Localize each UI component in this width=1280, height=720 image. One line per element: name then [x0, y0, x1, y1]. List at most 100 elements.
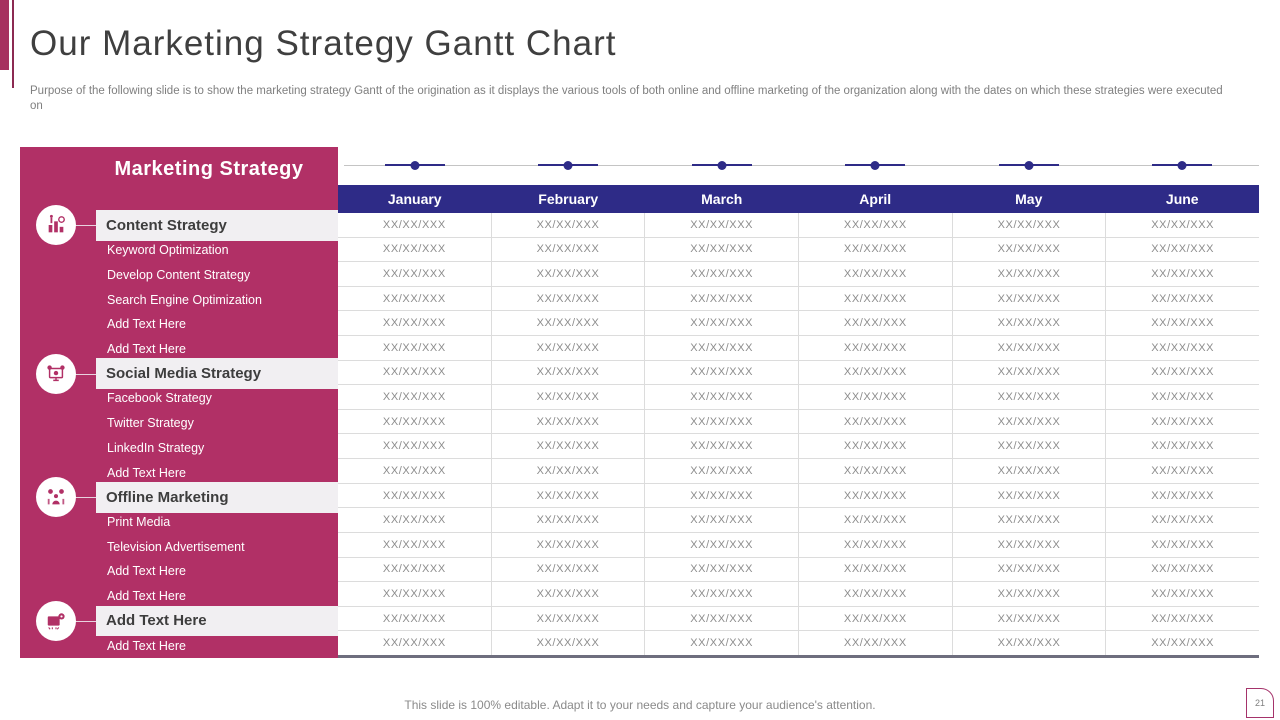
gantt-date-cell: XX/XX/XXX	[799, 360, 953, 385]
gantt-date-cell: XX/XX/XXX	[799, 385, 953, 409]
page-number-box: 21	[1246, 688, 1274, 718]
gantt-date-cell: XX/XX/XXX	[338, 434, 492, 459]
gantt-date-cell: XX/XX/XXX	[338, 385, 492, 409]
gantt-date-cell: XX/XX/XXX	[338, 360, 492, 385]
sidebar-item-label: Keyword Optimization	[107, 243, 229, 258]
gantt-date-cell: XX/XX/XXX	[953, 385, 1107, 409]
gantt-row: XX/XX/XXX XX/XX/XXX XX/XX/XXX XX/XX/XXX XX/X…	[338, 532, 1259, 558]
sidebar-title: Marketing Strategy	[114, 158, 304, 180]
gantt-date-cell: XX/XX/XXX	[645, 237, 800, 262]
gantt-date-cell: XX/XX/XXX	[492, 582, 646, 606]
gantt-date-cell: XX/XX/XXX	[1151, 292, 1215, 305]
sidebar-category-label: Social Media Strategy	[106, 365, 262, 383]
gantt-date-cell: XX/XX/XXX	[1151, 563, 1215, 576]
gantt-date-cell: XX/XX/XXX	[953, 434, 1107, 459]
gantt-date-cell: XX/XX/XXX	[338, 213, 492, 237]
gantt-date-cell: XX/XX/XXX	[645, 508, 800, 532]
sidebar-category-label: Add Text Here	[106, 612, 207, 630]
gantt-date-cell: XX/XX/XXX	[799, 213, 953, 237]
gantt-date-cell: XX/XX/XXX	[1151, 489, 1215, 502]
gantt-date-cell: XX/XX/XXX	[645, 606, 800, 631]
sidebar-item-label: Develop Content Strategy	[107, 267, 251, 282]
month-header: February	[538, 191, 599, 207]
sidebar-item-label: Television Advertisement	[107, 539, 245, 554]
sidebar-item-label: Facebook Strategy	[107, 391, 212, 406]
sidebar: Marketing Strategy Content Strategy Keywo…	[20, 147, 338, 658]
gantt-date-cell: XX/XX/XXX	[645, 483, 800, 508]
gantt-date-cell: XX/XX/XXX	[953, 557, 1107, 582]
gantt-date-cell: XX/XX/XXX	[953, 631, 1107, 655]
gantt-date-cell: XX/XX/XXX	[1151, 415, 1215, 428]
gantt-date-cell: XX/XX/XXX	[953, 237, 1107, 262]
gantt-date-cell: XX/XX/XXX	[338, 286, 492, 311]
sidebar-item-label: Add Text Here	[107, 465, 186, 480]
timeline-dot	[870, 161, 880, 170]
table-rows: XX/XX/XXX XX/XX/XXX XX/XX/XXX XX/XX/XXX XX/X…	[338, 213, 1259, 658]
category-highlight-bg: Add Text Here	[96, 605, 338, 637]
page-title: Our Marketing Strategy Gantt Chart	[30, 24, 617, 63]
category-highlight-bg: Offline Marketing	[96, 481, 338, 513]
gantt-row: XX/XX/XXX XX/XX/XXX XX/XX/XXX XX/XX/XXX XX/X…	[338, 262, 1259, 287]
gantt-row: XX/XX/XXX XX/XX/XXX XX/XX/XXX XX/XX/XXX XX/X…	[338, 606, 1259, 632]
timeline-dot	[410, 161, 420, 170]
social-media-strategy-icon	[36, 353, 76, 394]
gantt-row: XX/XX/XXX XX/XX/XXX XX/XX/XXX XX/XX/XXX XX/X…	[338, 237, 1259, 263]
gantt-date-cell: XX/XX/XXX	[645, 262, 800, 286]
gantt-date-cell: XX/XX/XXX	[492, 631, 646, 655]
timeline-marker	[998, 161, 1059, 171]
gantt-date-cell: XX/XX/XXX	[492, 385, 646, 409]
accent-bar	[0, 0, 9, 70]
timeline-dot	[1024, 161, 1034, 170]
timeline-dot	[717, 161, 727, 170]
timeline	[338, 161, 1259, 171]
gantt-date-cell: XX/XX/XXX	[645, 360, 800, 385]
gantt-date-cell: XX/XX/XXX	[799, 237, 953, 262]
gantt-date-cell: XX/XX/XXX	[1151, 218, 1215, 231]
gantt-date-cell: XX/XX/XXX	[953, 606, 1107, 631]
gantt-row: XX/XX/XXX XX/XX/XXX XX/XX/XXX XX/XX/XXX XX/X…	[338, 508, 1259, 533]
gantt-date-cell: XX/XX/XXX	[338, 631, 492, 655]
gantt-chart: Marketing Strategy Content Strategy Keywo…	[20, 147, 1259, 658]
gantt-date-cell: XX/XX/XXX	[338, 508, 492, 532]
gantt-date-cell: XX/XX/XXX	[645, 311, 800, 336]
gantt-date-cell: XX/XX/XXX	[492, 459, 646, 483]
gantt-date-cell: XX/XX/XXX	[799, 434, 953, 459]
icon-connector-line	[74, 620, 98, 622]
sidebar-item-row: Twitter Strategy	[20, 411, 338, 436]
icon-connector-line	[74, 225, 98, 227]
gantt-date-cell: XX/XX/XXX	[799, 606, 953, 631]
sidebar-item-row: Add Text Here	[20, 312, 338, 337]
gantt-date-cell: XX/XX/XXX	[1151, 440, 1215, 453]
month-header: January	[387, 191, 442, 207]
sidebar-category-row: Add Text Here	[20, 600, 338, 641]
gantt-date-cell: XX/XX/XXX	[799, 336, 953, 360]
gantt-row: XX/XX/XXX XX/XX/XXX XX/XX/XXX XX/XX/XXX XX/X…	[338, 385, 1259, 410]
sidebar-item-row: Add Text Here	[20, 584, 338, 609]
gantt-date-cell: XX/XX/XXX	[799, 286, 953, 311]
sidebar-rows: Content Strategy Keyword Optimization Deve…	[20, 205, 338, 658]
gantt-date-cell: XX/XX/XXX	[338, 606, 492, 631]
sidebar-item-label: Twitter Strategy	[107, 416, 194, 431]
gantt-date-cell: XX/XX/XXX	[1151, 514, 1215, 527]
gantt-date-cell: XX/XX/XXX	[338, 483, 492, 508]
sidebar-item-row: LinkedIn Strategy	[20, 435, 338, 460]
timeline-marker	[1152, 161, 1213, 171]
month-header: March	[701, 191, 743, 207]
gantt-date-cell: XX/XX/XXX	[338, 336, 492, 360]
gantt-date-cell: XX/XX/XXX	[1151, 464, 1215, 477]
sidebar-item-label: LinkedIn Strategy	[107, 440, 205, 455]
gantt-date-cell: XX/XX/XXX	[492, 557, 646, 582]
timeline-dot	[1177, 161, 1187, 170]
gantt-date-cell: XX/XX/XXX	[953, 532, 1107, 557]
gantt-date-cell: XX/XX/XXX	[1151, 391, 1215, 404]
gantt-date-cell: XX/XX/XXX	[1151, 538, 1215, 551]
content-strategy-icon	[36, 205, 76, 246]
category-highlight-bg: Content Strategy	[96, 210, 338, 241]
sidebar-item-row: Develop Content Strategy	[20, 262, 338, 287]
gantt-date-cell: XX/XX/XXX	[953, 508, 1107, 532]
gantt-row: XX/XX/XXX XX/XX/XXX XX/XX/XXX XX/XX/XXX XX/X…	[338, 459, 1259, 484]
gantt-date-cell: XX/XX/XXX	[338, 557, 492, 582]
gantt-row: XX/XX/XXX XX/XX/XXX XX/XX/XXX XX/XX/XXX XX/X…	[338, 409, 1259, 435]
gantt-row: XX/XX/XXX XX/XX/XXX XX/XX/XXX XX/XX/XXX XX/X…	[338, 557, 1259, 583]
gantt-date-cell: XX/XX/XXX	[492, 606, 646, 631]
